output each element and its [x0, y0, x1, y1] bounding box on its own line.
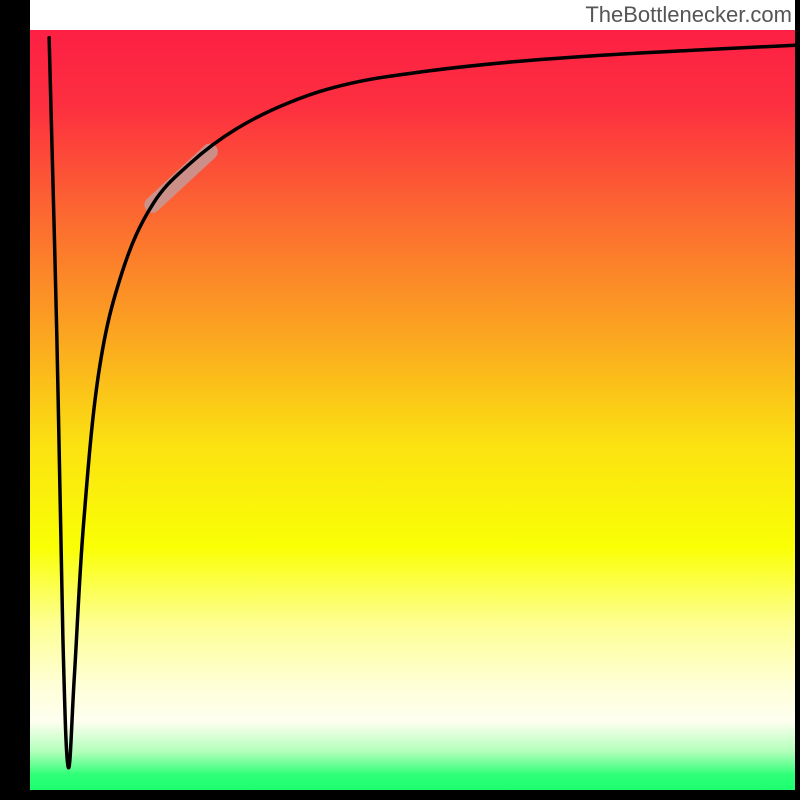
- chart-container: TheBottlenecker.com: [0, 0, 800, 800]
- bottleneck-curve-chart: [0, 0, 800, 800]
- plot-background: [30, 30, 795, 790]
